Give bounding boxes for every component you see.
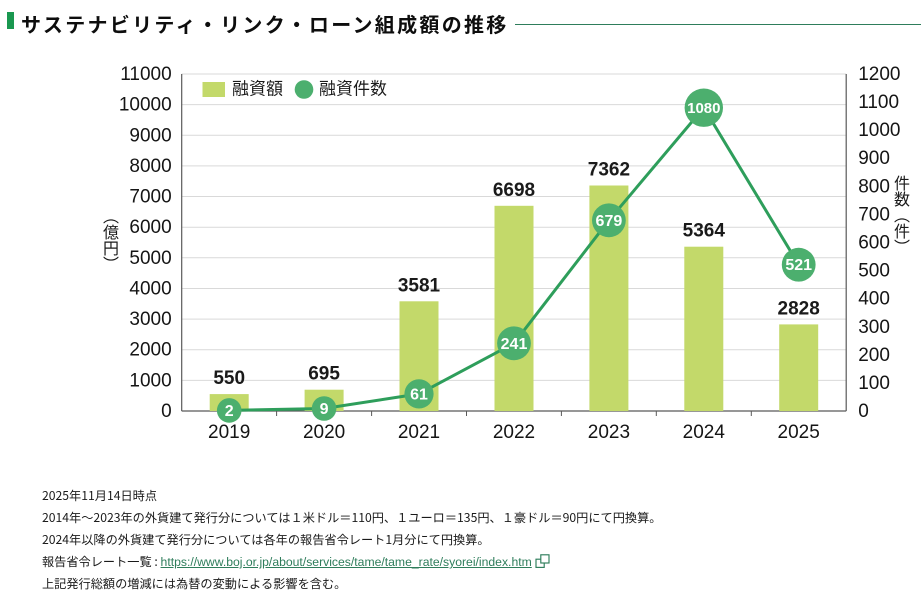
svg-text:300: 300	[858, 317, 890, 338]
svg-text:9: 9	[320, 401, 329, 418]
svg-text:1200: 1200	[858, 64, 900, 85]
svg-text:695: 695	[308, 364, 340, 385]
svg-text:2025: 2025	[778, 422, 820, 443]
svg-text:0: 0	[161, 401, 172, 422]
svg-text:6698: 6698	[493, 180, 535, 201]
svg-text:241: 241	[501, 336, 528, 353]
svg-text:800: 800	[858, 176, 890, 197]
svg-text:1000: 1000	[858, 120, 900, 141]
svg-text:61: 61	[410, 386, 428, 403]
svg-text:5000: 5000	[129, 248, 171, 269]
svg-text:500: 500	[858, 261, 890, 282]
svg-text:8000: 8000	[129, 156, 171, 177]
svg-text:2024: 2024	[683, 422, 726, 443]
svg-text:679: 679	[596, 213, 623, 230]
svg-text:10000: 10000	[119, 95, 172, 116]
svg-text:4000: 4000	[129, 279, 171, 300]
svg-text:6000: 6000	[129, 217, 171, 238]
svg-text:7000: 7000	[129, 187, 171, 208]
svg-text:900: 900	[858, 148, 890, 169]
svg-text:2000: 2000	[129, 340, 171, 361]
svg-text:550: 550	[213, 368, 245, 389]
svg-text:9000: 9000	[129, 125, 171, 146]
svg-text:2023: 2023	[588, 422, 630, 443]
svg-text:3581: 3581	[398, 275, 441, 296]
svg-text:11000: 11000	[120, 64, 171, 85]
svg-text:1080: 1080	[687, 100, 720, 117]
svg-text:100: 100	[858, 373, 890, 394]
svg-text:2022: 2022	[493, 422, 535, 443]
svg-text:0: 0	[858, 401, 869, 422]
svg-text:5364: 5364	[683, 221, 726, 242]
svg-text:融資件数: 融資件数	[319, 80, 387, 99]
svg-text:400: 400	[858, 289, 890, 310]
svg-text:2019: 2019	[208, 422, 250, 443]
svg-text:1000: 1000	[129, 370, 171, 391]
svg-text:2: 2	[225, 403, 234, 420]
svg-text:7362: 7362	[588, 160, 630, 181]
svg-text:融資額: 融資額	[232, 80, 283, 99]
svg-text:600: 600	[858, 233, 890, 254]
svg-text:2020: 2020	[303, 422, 345, 443]
svg-text:2828: 2828	[778, 298, 820, 319]
svg-text:521: 521	[785, 257, 812, 274]
svg-text:700: 700	[858, 204, 890, 225]
svg-text:200: 200	[858, 345, 890, 366]
svg-text:3000: 3000	[129, 309, 171, 330]
svg-text:1100: 1100	[858, 92, 899, 113]
svg-text:2021: 2021	[398, 422, 440, 443]
